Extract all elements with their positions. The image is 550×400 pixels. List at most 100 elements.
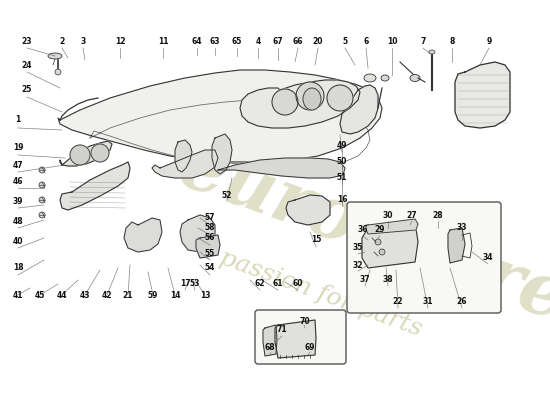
FancyBboxPatch shape xyxy=(255,310,346,364)
Text: 71: 71 xyxy=(277,326,287,334)
Polygon shape xyxy=(152,150,218,178)
Text: 46: 46 xyxy=(13,176,23,186)
Polygon shape xyxy=(275,320,316,358)
Text: 42: 42 xyxy=(102,290,112,300)
Text: 7: 7 xyxy=(420,38,426,46)
Text: 4: 4 xyxy=(255,38,261,46)
Text: 16: 16 xyxy=(337,196,347,204)
Polygon shape xyxy=(366,219,418,234)
Ellipse shape xyxy=(429,50,435,54)
Polygon shape xyxy=(58,70,382,162)
Polygon shape xyxy=(286,195,330,225)
Text: 48: 48 xyxy=(13,218,23,226)
Ellipse shape xyxy=(303,88,321,110)
Polygon shape xyxy=(180,215,215,252)
Text: 55: 55 xyxy=(205,248,215,258)
Text: 2: 2 xyxy=(59,38,65,46)
Text: 33: 33 xyxy=(456,224,468,232)
Text: 32: 32 xyxy=(353,260,363,270)
Text: 25: 25 xyxy=(22,86,32,94)
Text: 43: 43 xyxy=(80,290,90,300)
Text: 41: 41 xyxy=(13,290,23,300)
Text: 44: 44 xyxy=(57,290,67,300)
Text: 45: 45 xyxy=(35,290,45,300)
Text: 40: 40 xyxy=(13,238,23,246)
Text: 54: 54 xyxy=(205,264,215,272)
Text: 21: 21 xyxy=(123,290,133,300)
Text: a passion for parts: a passion for parts xyxy=(195,239,425,341)
Circle shape xyxy=(39,182,45,188)
FancyBboxPatch shape xyxy=(347,202,501,313)
Text: 3: 3 xyxy=(80,38,86,46)
Text: 39: 39 xyxy=(13,198,23,206)
Circle shape xyxy=(55,69,61,75)
Polygon shape xyxy=(240,80,360,128)
Text: 5: 5 xyxy=(343,38,348,46)
Circle shape xyxy=(39,212,45,218)
Text: 28: 28 xyxy=(433,210,443,220)
Circle shape xyxy=(379,249,385,255)
Text: 58: 58 xyxy=(205,224,215,232)
Text: 53: 53 xyxy=(190,278,200,288)
Text: 18: 18 xyxy=(13,264,23,272)
Text: eurospares: eurospares xyxy=(170,130,550,350)
Text: 26: 26 xyxy=(456,298,468,306)
Circle shape xyxy=(39,197,45,203)
Text: 57: 57 xyxy=(205,214,215,222)
Text: 61: 61 xyxy=(273,278,283,288)
Text: 62: 62 xyxy=(255,278,265,288)
Text: 69: 69 xyxy=(305,344,315,352)
Polygon shape xyxy=(362,222,418,268)
Circle shape xyxy=(91,144,109,162)
Text: 49: 49 xyxy=(337,140,347,150)
Text: 1: 1 xyxy=(15,116,21,124)
Text: 12: 12 xyxy=(115,38,125,46)
Ellipse shape xyxy=(381,75,389,81)
Text: 66: 66 xyxy=(293,38,303,46)
Text: 70: 70 xyxy=(300,318,310,326)
Text: 23: 23 xyxy=(22,38,32,46)
Text: 34: 34 xyxy=(483,254,493,262)
Polygon shape xyxy=(212,134,232,174)
Polygon shape xyxy=(175,140,192,172)
Circle shape xyxy=(375,239,381,245)
Text: 37: 37 xyxy=(360,276,370,284)
Text: 63: 63 xyxy=(210,38,220,46)
Text: 6: 6 xyxy=(364,38,368,46)
Ellipse shape xyxy=(410,74,420,82)
Text: 38: 38 xyxy=(383,276,393,284)
Text: 24: 24 xyxy=(22,60,32,70)
Text: 29: 29 xyxy=(375,226,385,234)
Text: 15: 15 xyxy=(311,236,321,244)
Text: 52: 52 xyxy=(222,190,232,200)
Polygon shape xyxy=(218,158,345,178)
Text: 35: 35 xyxy=(353,244,363,252)
Ellipse shape xyxy=(48,53,62,59)
Text: 17: 17 xyxy=(180,278,190,288)
Polygon shape xyxy=(124,218,162,252)
Text: 47: 47 xyxy=(13,160,23,170)
Text: 67: 67 xyxy=(273,38,283,46)
Text: 20: 20 xyxy=(313,38,323,46)
Polygon shape xyxy=(455,62,510,128)
Text: 60: 60 xyxy=(293,278,303,288)
Circle shape xyxy=(272,89,298,115)
Text: 10: 10 xyxy=(387,38,397,46)
Circle shape xyxy=(70,145,90,165)
Text: 50: 50 xyxy=(337,158,347,166)
Circle shape xyxy=(39,167,45,173)
Ellipse shape xyxy=(364,74,376,82)
Text: 9: 9 xyxy=(486,38,492,46)
Text: 59: 59 xyxy=(148,290,158,300)
Text: 14: 14 xyxy=(170,290,180,300)
Text: 30: 30 xyxy=(383,210,393,220)
Polygon shape xyxy=(60,162,130,210)
Polygon shape xyxy=(448,228,465,263)
Polygon shape xyxy=(60,141,112,166)
Polygon shape xyxy=(340,85,378,134)
Text: 27: 27 xyxy=(406,210,417,220)
Text: 31: 31 xyxy=(423,298,433,306)
Text: 51: 51 xyxy=(337,174,347,182)
Text: 22: 22 xyxy=(393,298,403,306)
Polygon shape xyxy=(263,325,277,356)
